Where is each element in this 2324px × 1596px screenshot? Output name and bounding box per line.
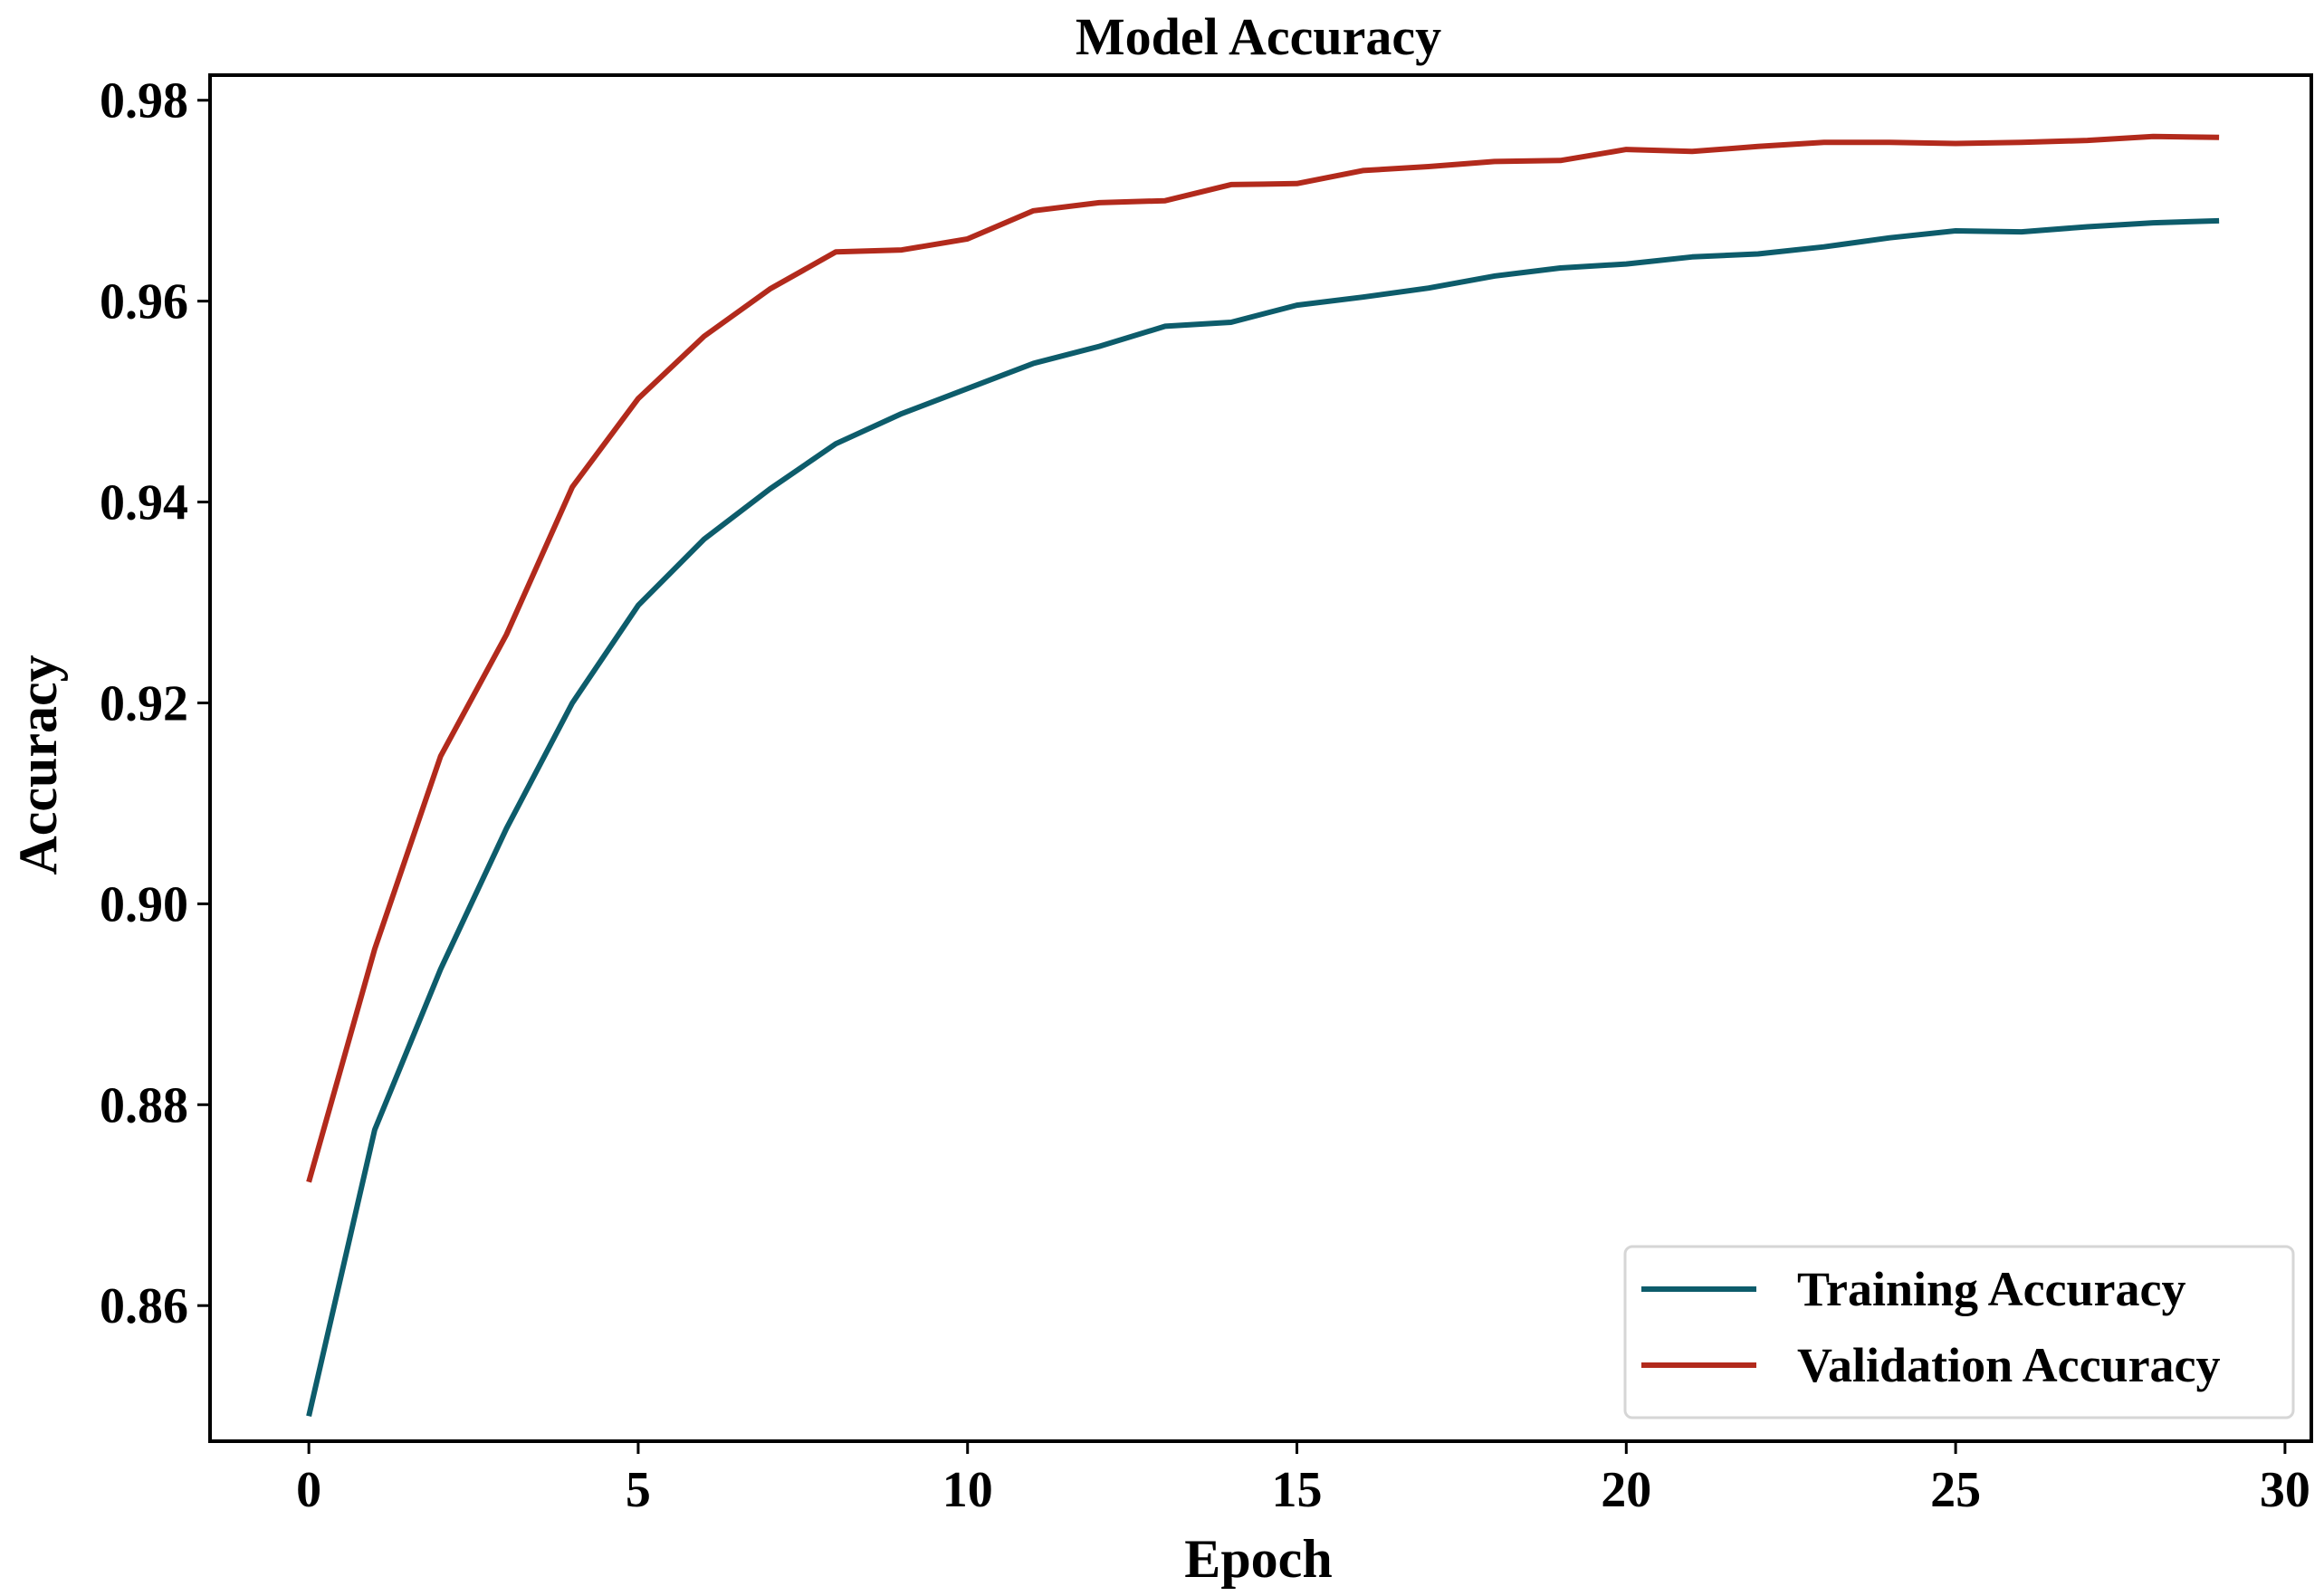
x-axis-label: Epoch bbox=[1184, 1529, 1332, 1589]
chart-title: Model Accuracy bbox=[1076, 7, 1441, 66]
legend-label: Validation Accuracy bbox=[1797, 1338, 2221, 1392]
series-line-1 bbox=[306, 133, 2220, 1183]
x-tick-label: 20 bbox=[1601, 1462, 1651, 1518]
plot-frame bbox=[208, 73, 2313, 1443]
y-tick-label: 0.90 bbox=[100, 876, 188, 932]
y-tick-label: 0.96 bbox=[100, 274, 188, 330]
y-tick-label: 0.88 bbox=[100, 1077, 188, 1133]
legend-box bbox=[1623, 1245, 2295, 1419]
series-line-0 bbox=[306, 217, 2220, 1417]
y-tick-label: 0.98 bbox=[100, 73, 188, 129]
y-tick-label: 0.86 bbox=[100, 1278, 188, 1334]
plot-area: 0 5 10 15 20 25 30 0.86 0.88 0.90 0.92 0.94 0.96 0.98 bbox=[100, 73, 2313, 1518]
x-tick-label: 0 bbox=[296, 1462, 321, 1518]
legend: Training Accuracy Validation Accuracy bbox=[1623, 1245, 2295, 1419]
x-tick-label: 30 bbox=[2260, 1462, 2310, 1518]
x-tick-label: 25 bbox=[1930, 1462, 1981, 1518]
x-tick-label: 10 bbox=[942, 1462, 993, 1518]
y-axis-label: Accuracy bbox=[8, 655, 68, 874]
x-tick-label: 15 bbox=[1272, 1462, 1323, 1518]
y-tick-label: 0.92 bbox=[100, 675, 188, 731]
legend-label: Training Accuracy bbox=[1797, 1262, 2185, 1316]
y-tick-label: 0.94 bbox=[100, 475, 188, 531]
x-tick-label: 5 bbox=[626, 1462, 651, 1518]
